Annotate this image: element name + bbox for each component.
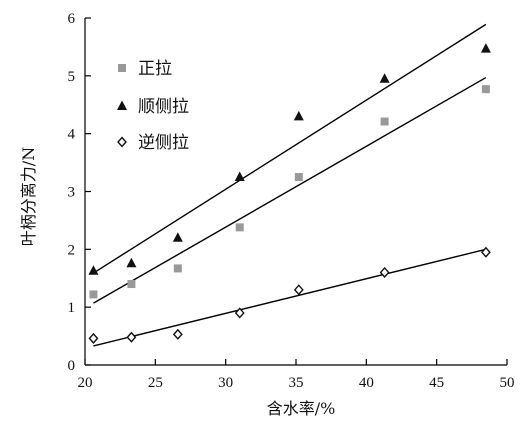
y-axis-title: 叶柄分离力/N [19,147,38,246]
data-point-series-3 [172,328,183,340]
data-point-series-1 [127,280,136,289]
data-point-series-1 [173,264,182,273]
y-tick-label: 2 [68,242,76,258]
data-point-series-2 [88,265,99,275]
legend-label-series-3: 逆侧拉 [138,133,189,153]
data-point-series-3 [293,284,304,296]
data-point-series-2 [234,171,245,182]
data-point-series-3 [379,266,390,279]
data-point-series-3 [126,331,137,343]
x-tick-label: 30 [218,375,233,391]
y-tick-label: 0 [68,358,76,374]
x-tick-label: 45 [429,375,444,391]
legend-marker-series-1 [118,64,126,72]
y-tick-label: 5 [68,69,76,85]
data-point-series-2 [379,73,390,83]
legend-label-series-2: 顺侧拉 [138,97,189,117]
x-tick-label: 20 [78,375,93,391]
data-point-series-3 [234,307,245,319]
data-point-series-1 [380,117,389,126]
data-point-series-3 [480,246,491,258]
trendlines [93,23,487,347]
legend-label-series-1: 正拉 [138,59,172,79]
data-point-series-1 [294,173,303,182]
trendline-series-3 [93,248,487,347]
data-point-series-1 [481,85,490,94]
trendline-series-1 [93,76,487,304]
data-point-series-1 [89,290,98,299]
trendline-series-2 [93,23,487,274]
y-tick-label: 1 [68,300,76,316]
data-point-series-2 [126,257,137,268]
data-points [88,43,491,344]
x-tick-label: 50 [500,375,515,391]
x-tick-label: 25 [148,375,163,391]
y-tick-label: 4 [68,127,76,143]
x-tick-label: 40 [359,375,374,391]
data-point-series-1 [235,223,244,232]
data-point-series-2 [293,110,304,121]
y-tick-label: 3 [68,185,76,201]
data-point-series-3 [88,332,99,344]
data-point-series-2 [480,43,491,53]
x-tick-label: 35 [289,375,304,391]
y-tick-label: 6 [68,11,76,27]
data-point-series-2 [172,232,183,242]
x-axis-title: 含水率/% [267,399,336,418]
legend-marker-series-3 [117,136,127,148]
legend-marker-series-2 [117,100,127,110]
